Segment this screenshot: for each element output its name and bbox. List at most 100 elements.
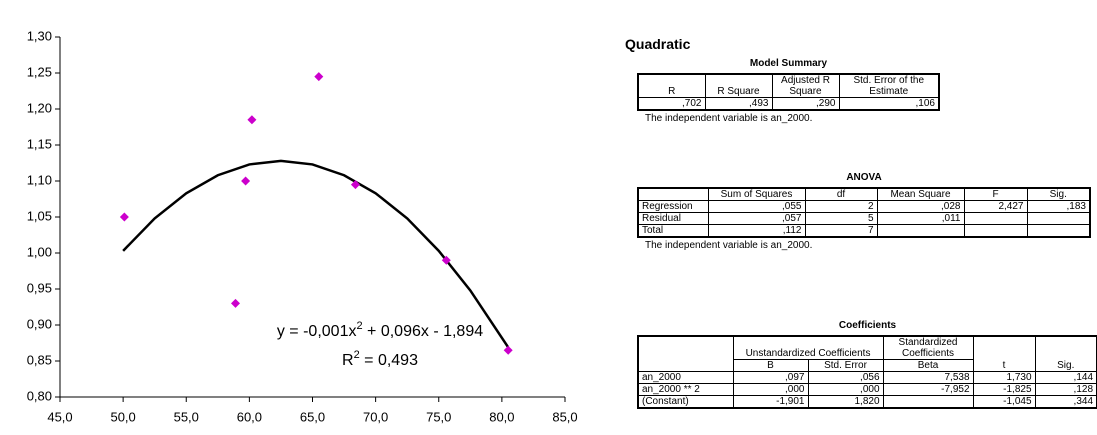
table-cell: Total [637,224,709,238]
table-cell: 5 [804,212,878,225]
table-cell: t [972,335,1036,372]
x-tick-label: 50,0 [110,409,135,424]
table-cell: -7,952 [882,383,974,396]
point [247,115,257,125]
y-tick-label: 1,20 [27,100,52,115]
table-cell: an_2000 [637,371,734,384]
footnote: The independent variable is an_2000. [645,240,813,251]
point [119,212,129,222]
annotation-part: = 0,493 [360,352,418,369]
table-cell [963,212,1028,225]
table-cell: 7,538 [882,371,974,384]
table-cell: R [637,73,706,98]
table-cell [963,224,1028,238]
footnote: The independent variable is an_2000. [645,113,813,124]
table-cell [1026,212,1091,225]
table-block: ANOVA Sum of Squares df Mean Square F Sig. Reg… [637,172,1091,251]
table: Unstandardized Coefficients Standardized … [637,335,1097,409]
table-cell: ,183 [1026,200,1091,213]
table-cell: ,290 [771,97,840,111]
table-cell: Std. Error [807,359,884,372]
table-cell: -1,901 [732,395,809,409]
x-tick-label: 75,0 [426,409,451,424]
table-cell: df [804,187,878,201]
table-title: Coefficients [838,320,897,331]
table-cell: an_2000 ** 2 [637,383,734,396]
x-tick-label: 60,0 [237,409,262,424]
table-cell: ,144 [1034,371,1097,384]
table-cell: Sig. [1034,335,1097,372]
y-tick-label: 1,05 [27,208,52,223]
table-cell: R Square [704,73,773,98]
table-cell: ,702 [637,97,706,111]
table-cell: 2,427 [963,200,1028,213]
annotation-part: y = -0,001x [277,323,357,340]
point [350,180,360,190]
table-cell: Sum of Squares [707,187,806,201]
table-cell: F [963,187,1028,201]
table-cell: 1,820 [807,395,884,409]
table: Sum of Squares df Mean Square F Sig. Regressi… [637,187,1091,238]
annotation-part: + 0,096x - 1,894 [363,323,484,340]
table-cell: -1,045 [972,395,1036,409]
x-tick-label: 85,0 [552,409,577,424]
x-tick-label: 65,0 [300,409,325,424]
table-title: ANOVA [846,172,882,183]
point [230,298,240,308]
y-tick-label: 1,15 [27,136,52,151]
table-cell: ,128 [1034,383,1097,396]
table-cell: ,057 [707,212,806,225]
annotation-part: 2 [356,320,362,332]
table-block: Coefficients Unstandardized Coefficients S… [637,320,1097,409]
table-cell: ,011 [876,212,965,225]
x-tick-label: 80,0 [489,409,514,424]
table-cell: Standardized Coefficients [882,335,974,360]
annotation: y = -0,001x2 + 0,096x - 1,894 [277,320,483,340]
table-cell: ,055 [707,200,806,213]
table-cell: 2 [804,200,878,213]
point [441,255,451,265]
table-cell: ,056 [807,371,884,384]
table-cell: ,112 [707,224,806,238]
table-cell: Unstandardized Coefficients [732,335,884,360]
table-cell: Std. Error of the Estimate [838,73,940,98]
table-cell: ,097 [732,371,809,384]
table-cell: Beta [882,359,974,372]
annotation-part: R [342,352,354,369]
table-cell: (Constant) [637,395,734,409]
table-cell: Regression [637,200,709,213]
x-tick-label: 70,0 [363,409,388,424]
point [503,345,513,355]
table-cell: -1,825 [972,383,1036,396]
table-cell [637,187,709,201]
table-cell: Adjusted R Square [771,73,840,98]
table-cell: 7 [804,224,878,238]
chart: 0,80 0,85 0,90 0,95 1,00 1,05 1,10 1,15 1,20 1,25… [27,28,578,424]
table-cell: ,000 [807,383,884,396]
table-cell: 1,730 [972,371,1036,384]
table-cell: ,028 [876,200,965,213]
y-tick-label: 0,85 [27,352,52,367]
table-title: Model Summary [749,58,828,69]
y-tick-label: 1,30 [27,28,52,43]
y-tick-label: 1,25 [27,64,52,79]
x-tick-label: 55,0 [174,409,199,424]
y-tick-label: 1,00 [27,244,52,259]
table-cell: ,000 [732,383,809,396]
table-cell: ,344 [1034,395,1097,409]
y-tick-label: 0,90 [27,316,52,331]
table-cell [1026,224,1091,238]
table-cell [637,335,734,372]
table-cell: ,493 [704,97,773,111]
y-tick-label: 0,95 [27,280,52,295]
heading: Quadratic [625,36,691,52]
table-cell: Residual [637,212,709,225]
y-tick-label: 0,80 [27,388,52,403]
trendline [122,159,510,349]
annotation-part: 2 [354,349,360,361]
table-cell [876,224,965,238]
table-block: Model Summary R R Square Adjusted R Square S… [637,58,940,124]
table-cell: Mean Square [876,187,965,201]
